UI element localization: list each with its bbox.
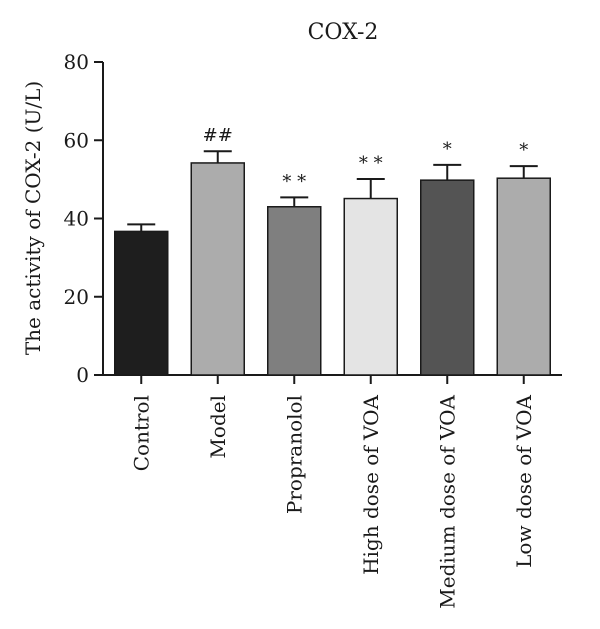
significance-label: * <box>443 139 452 160</box>
bar <box>343 197 398 376</box>
axes: 0 20 40 60 80 <box>64 50 562 387</box>
x-tick-label: Low dose of VOA <box>512 394 536 567</box>
y-tick-label: 60 <box>64 128 89 152</box>
x-tick-label: Control <box>129 395 153 471</box>
x-tick-label: High dose of VOA <box>359 394 383 574</box>
bar <box>267 206 322 376</box>
y-tick-label: 40 <box>64 207 89 231</box>
significance-label: ## <box>203 125 233 146</box>
chart-title: COX-2 <box>308 20 379 45</box>
y-tick-label: 80 <box>64 50 89 74</box>
bar <box>190 162 245 376</box>
x-tick-label: Propranolol <box>282 395 306 514</box>
y-tick-label: 20 <box>64 285 89 309</box>
x-tick-label: Model <box>206 395 230 459</box>
bar <box>114 230 169 376</box>
significance-label: * * <box>282 171 306 192</box>
significance-label: * * <box>359 153 383 174</box>
x-tick-label: Medium dose of VOA <box>435 394 459 608</box>
bar <box>420 179 475 376</box>
bars: ## * * * * * * <box>114 125 551 376</box>
bar <box>496 177 551 376</box>
y-tick-label: 0 <box>76 363 89 387</box>
y-axis-label: The activity of COX-2 (U/L) <box>21 81 45 355</box>
significance-label: * <box>519 140 528 161</box>
x-tick-labels: Control Model Propranolol High dose of VOA M… <box>129 394 536 608</box>
